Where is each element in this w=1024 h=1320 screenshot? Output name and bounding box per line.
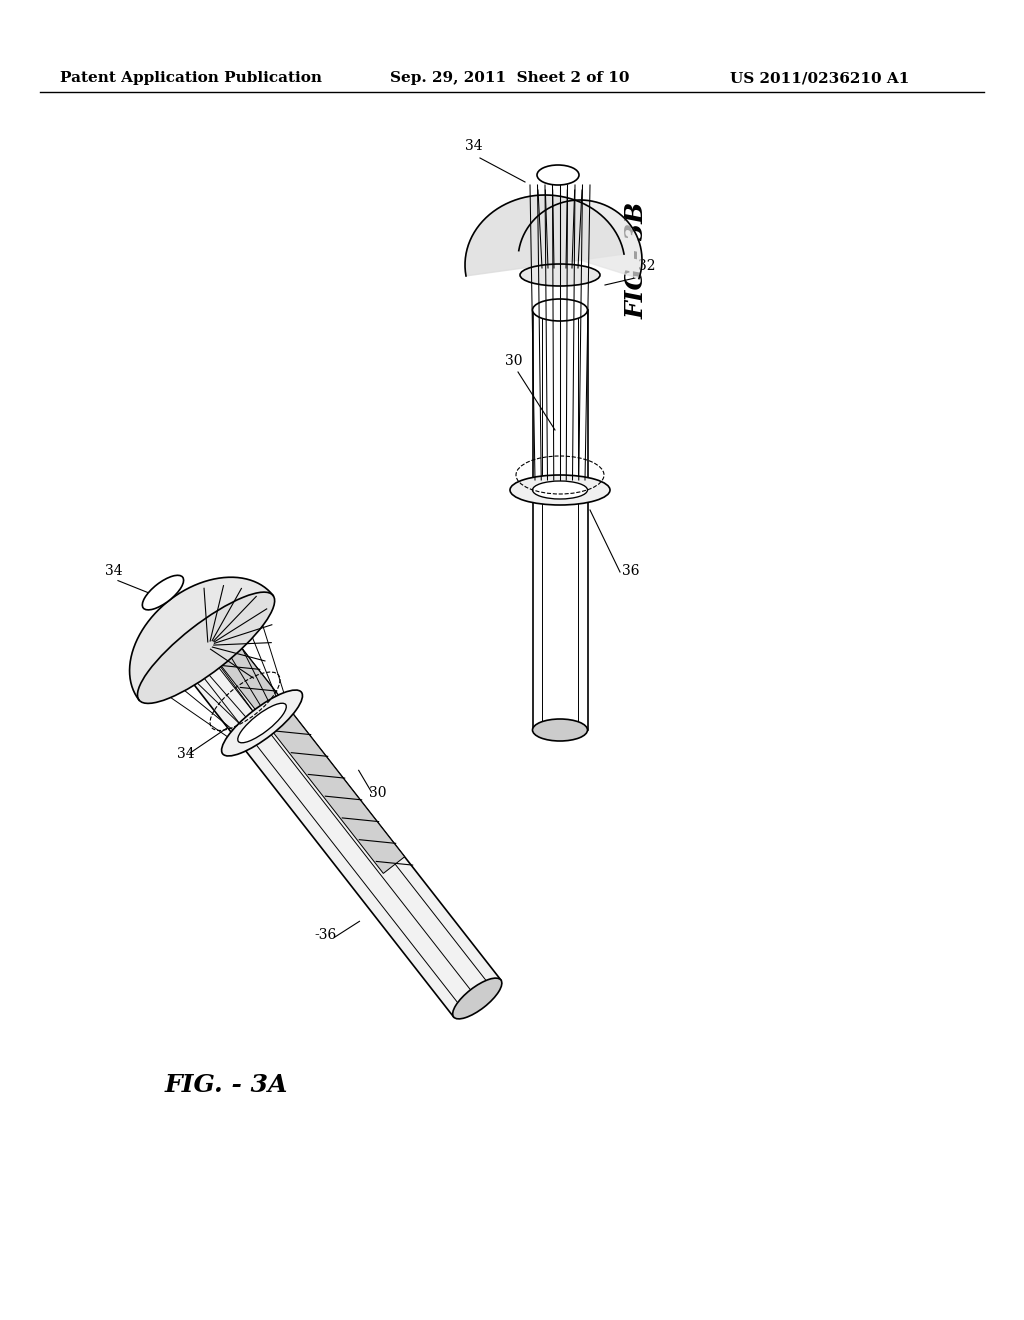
Ellipse shape bbox=[520, 264, 600, 286]
Ellipse shape bbox=[510, 475, 610, 506]
Ellipse shape bbox=[537, 165, 579, 185]
Ellipse shape bbox=[532, 719, 588, 741]
Ellipse shape bbox=[532, 480, 588, 499]
Polygon shape bbox=[187, 639, 501, 1016]
Text: Sep. 29, 2011  Sheet 2 of 10: Sep. 29, 2011 Sheet 2 of 10 bbox=[390, 71, 630, 84]
Text: 34: 34 bbox=[104, 564, 123, 578]
Ellipse shape bbox=[142, 576, 183, 610]
Ellipse shape bbox=[453, 978, 502, 1019]
Text: -36: -36 bbox=[314, 928, 337, 942]
Ellipse shape bbox=[221, 690, 302, 756]
Ellipse shape bbox=[532, 300, 588, 321]
Ellipse shape bbox=[137, 593, 274, 704]
Text: 34: 34 bbox=[177, 747, 195, 762]
Ellipse shape bbox=[186, 638, 236, 678]
Text: 34: 34 bbox=[465, 139, 482, 153]
Text: FIG - 3B: FIG - 3B bbox=[625, 202, 649, 318]
Text: US 2011/0236210 A1: US 2011/0236210 A1 bbox=[730, 71, 909, 84]
Text: 32: 32 bbox=[638, 259, 655, 273]
Ellipse shape bbox=[238, 704, 287, 743]
Text: FIG. - 3A: FIG. - 3A bbox=[165, 1073, 289, 1097]
Text: Patent Application Publication: Patent Application Publication bbox=[60, 71, 322, 84]
Polygon shape bbox=[465, 195, 624, 276]
Text: 36: 36 bbox=[622, 564, 640, 578]
Polygon shape bbox=[519, 201, 642, 279]
Text: 30: 30 bbox=[505, 354, 522, 368]
Polygon shape bbox=[130, 577, 273, 700]
Polygon shape bbox=[213, 639, 404, 874]
Text: 30: 30 bbox=[369, 787, 386, 800]
